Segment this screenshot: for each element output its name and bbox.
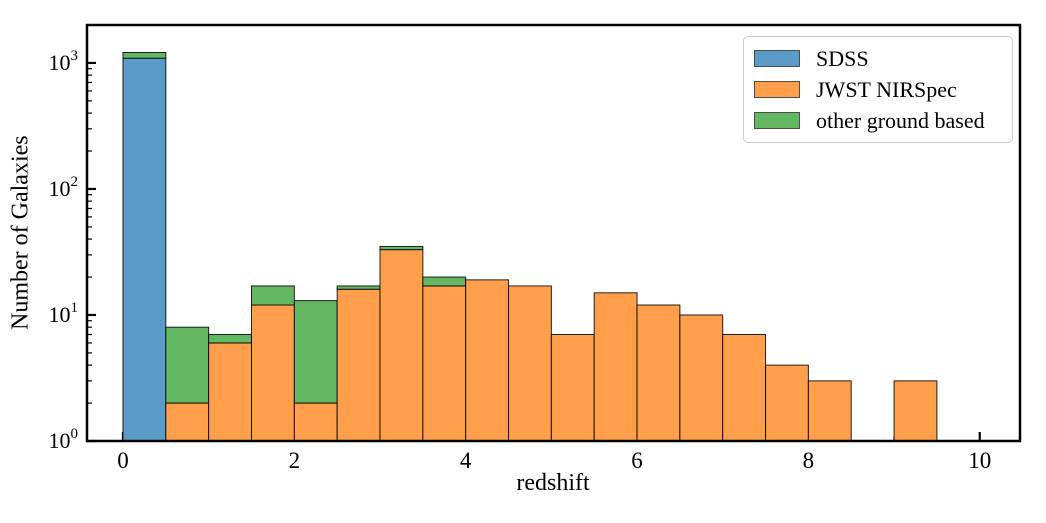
- bar-segment: [508, 285, 552, 442]
- bar-segment: [893, 380, 938, 442]
- y-tick-label: 102: [49, 174, 79, 201]
- bar-segment: [422, 276, 467, 287]
- legend-label-sdss: SDSS: [816, 45, 869, 71]
- plot-frame: [85, 23, 1022, 443]
- legend-item-other-ground-based: other ground based: [754, 108, 1002, 134]
- bar-segment: [336, 285, 381, 290]
- y-tick-label: 100: [49, 426, 79, 453]
- legend-item-sdss: SDSS: [754, 46, 1002, 72]
- bar-segment: [379, 245, 424, 251]
- x-tick-label: 0: [117, 448, 129, 473]
- y-tick-label: 103: [49, 48, 79, 75]
- legend-box: SDSS JWST NIRSpec other ground based: [743, 36, 1013, 143]
- bar-segment: [765, 364, 809, 442]
- legend-item-jwst-nirspec: JWST NIRSpec: [754, 77, 1002, 103]
- bar-segment: [636, 304, 681, 442]
- bar-segment: [122, 57, 167, 442]
- bar-segment: [165, 402, 210, 442]
- bar-segment: [722, 333, 767, 442]
- x-tick-label: 6: [631, 448, 643, 473]
- bar-segment: [679, 314, 724, 442]
- bar-segment: [593, 292, 638, 442]
- x-tick-label: 4: [460, 448, 472, 473]
- legend-swatch-other-ground-based: [754, 112, 800, 129]
- bar-segment: [379, 249, 424, 442]
- bar-segment: [807, 380, 852, 442]
- y-axis-label: Number of Galaxies: [7, 135, 34, 331]
- bar-segment: [550, 333, 595, 442]
- bar-segment: [465, 279, 510, 442]
- legend-swatch-sdss: [754, 50, 800, 67]
- x-axis-label: redshift: [516, 470, 590, 496]
- x-tick-label: 10: [968, 448, 991, 473]
- x-tick-label: 8: [803, 448, 815, 473]
- bar-segment: [336, 288, 381, 442]
- legend-label-jwst-nirspec: JWST NIRSpec: [816, 76, 957, 102]
- x-tick-label: 2: [289, 448, 301, 473]
- bar-segment: [122, 52, 167, 59]
- bar-segment: [165, 326, 210, 404]
- bars-layer: [122, 52, 938, 442]
- y-tick-label: 101: [49, 300, 79, 327]
- bar-segment: [250, 285, 295, 306]
- bar-segment: [208, 342, 252, 442]
- tick-labels-layer: 0 2 4 6 8 10 100 101 102 103: [49, 48, 992, 473]
- legend-label-other-ground-based: other ground based: [816, 107, 985, 133]
- bar-segment: [208, 333, 252, 344]
- bar-segment: [250, 304, 295, 442]
- bar-segment: [293, 300, 338, 404]
- bar-segment: [293, 402, 338, 442]
- legend-swatch-jwst-nirspec: [754, 81, 800, 98]
- bar-segment: [422, 285, 467, 442]
